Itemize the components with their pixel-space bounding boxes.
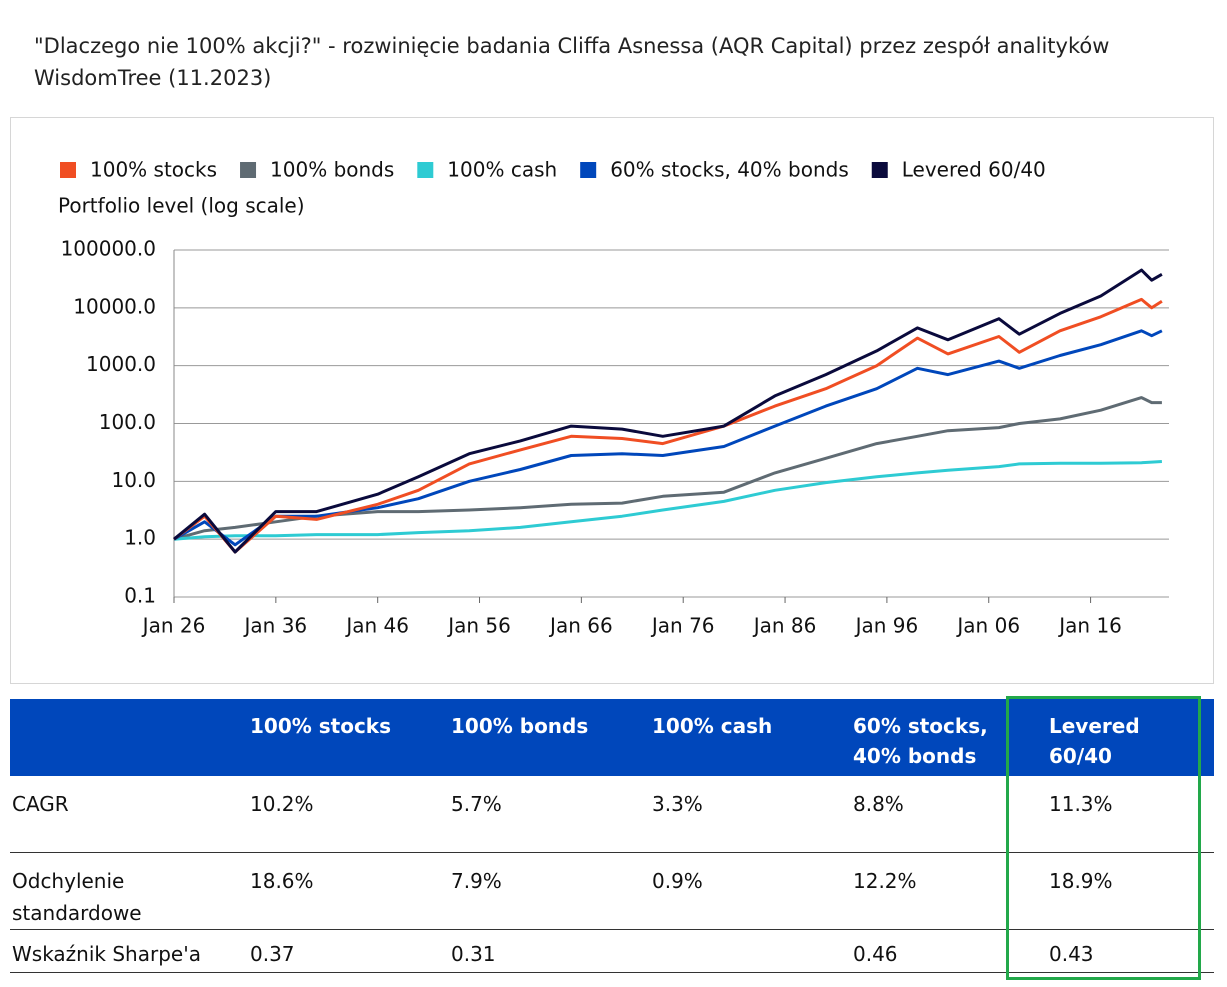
cell: 0.37: [234, 929, 435, 973]
x-tick-label: Jan 26: [141, 614, 206, 638]
col-header: 100% bonds: [435, 699, 636, 776]
cell: 0.43: [1033, 929, 1214, 973]
y-tick-label: 0.1: [124, 584, 156, 608]
x-tick-label: Jan 86: [752, 614, 817, 638]
series-line: [173, 460, 1162, 541]
legend-label: 100% cash: [447, 158, 557, 182]
legend-swatch: [871, 162, 888, 178]
x-tick-label: Jan 56: [446, 614, 511, 638]
x-tick-label: Jan 16: [1057, 614, 1122, 638]
legend-label: Levered 60/40: [902, 158, 1046, 182]
cell: [636, 929, 837, 973]
cell: 10.2%: [234, 776, 435, 853]
x-tick-label: Jan 06: [955, 614, 1020, 638]
y-tick-label: 10.0: [111, 468, 156, 492]
y-axis-label: Portfolio level (log scale): [58, 194, 305, 218]
y-tick-label: 100.0: [99, 410, 156, 434]
x-tick-label: Jan 76: [650, 614, 715, 638]
cell: 0.9%: [636, 852, 837, 930]
series-line: [173, 268, 1163, 554]
x-tick-label: Jan 46: [344, 614, 409, 638]
stats-table: 100% stocks 100% bonds 100% cash 60% sto…: [10, 699, 1214, 973]
corner: [10, 699, 234, 776]
y-tick-label: 10000.0: [73, 294, 156, 318]
y-tick-label: 100000.0: [61, 237, 156, 261]
cell: 12.2%: [837, 852, 1033, 930]
title: "Dlaczego nie 100% akcji?" - rozwinięcie…: [34, 34, 1110, 90]
cell: 7.9%: [435, 852, 636, 930]
row: CAGR 10.2% 5.7% 3.3% 8.8% 11.3%: [10, 776, 1214, 853]
legend-swatch: [60, 162, 76, 178]
legend-label: 100% bonds: [270, 158, 394, 182]
chart-frame: [10, 117, 1214, 684]
col-header: Levered 60/40: [1033, 699, 1214, 776]
x-tick-label: Jan 96: [854, 614, 919, 638]
chart: Portfolio level (log scale) 100% stocks 1…: [58, 158, 1169, 638]
legend-label: 60% stocks, 40% bonds: [610, 158, 849, 182]
cell: 11.3%: [1033, 776, 1214, 853]
cell: 0.31: [435, 929, 636, 973]
series-line: [173, 329, 1163, 547]
col-header: 100% cash: [636, 699, 837, 776]
x-tick-label: Jan 66: [548, 614, 613, 638]
legend-swatch: [417, 162, 434, 178]
cell: 3.3%: [636, 776, 837, 853]
row-label: CAGR: [10, 776, 234, 853]
cell: 8.8%: [837, 776, 1033, 853]
row-label: Wskaźnik Sharpe'a: [10, 929, 234, 973]
col-header: 100% stocks: [234, 699, 435, 776]
row: Odchylenie standardowe 18.6% 7.9% 0.9% 1…: [10, 852, 1214, 930]
y-tick-label: 1.0: [124, 526, 156, 550]
cell: 18.6%: [234, 852, 435, 930]
cell: 18.9%: [1033, 852, 1214, 930]
header-row: 100% stocks 100% bonds 100% cash 60% sto…: [10, 699, 1214, 776]
col-header: 60% stocks, 40% bonds: [837, 699, 1033, 776]
highlight-box: [1006, 696, 1201, 980]
row-label: Odchylenie standardowe: [10, 852, 234, 930]
legend-swatch: [580, 162, 597, 178]
row: Wskaźnik Sharpe'a 0.37 0.31 0.46 0.43: [10, 929, 1214, 973]
y-tick-label: 1000.0: [86, 352, 156, 376]
x-tick-label: Jan 36: [243, 614, 308, 638]
legend-label: 100% stocks: [90, 158, 217, 182]
cell: 0.46: [837, 929, 1033, 973]
cell: 5.7%: [435, 776, 636, 853]
legend-swatch: [240, 162, 257, 178]
